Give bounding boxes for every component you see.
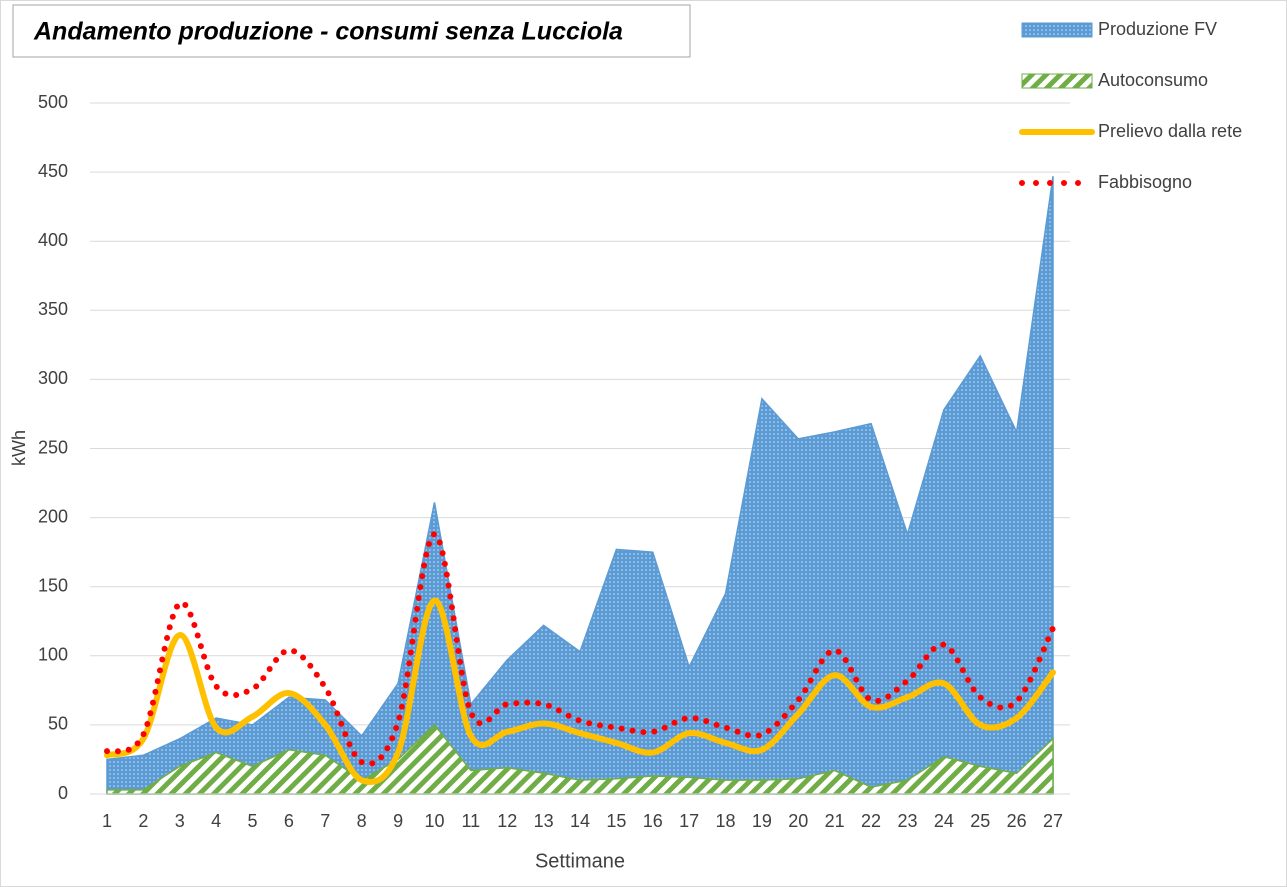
legend-label: Fabbisogno <box>1098 172 1192 192</box>
legend-swatch <box>1021 73 1093 89</box>
y-tick-label: 400 <box>38 230 68 250</box>
legend-label: Produzione FV <box>1098 19 1217 39</box>
x-tick-label: 19 <box>752 811 772 831</box>
x-tick-label: 8 <box>357 811 367 831</box>
x-tick-label: 14 <box>570 811 590 831</box>
x-tick-label: 18 <box>716 811 736 831</box>
line <box>104 531 1056 767</box>
x-tick-label: 7 <box>320 811 330 831</box>
x-tick-label: 24 <box>934 811 954 831</box>
x-tick-label: 12 <box>497 811 517 831</box>
x-tick-label: 22 <box>861 811 881 831</box>
title-box <box>12 4 691 58</box>
x-tick-label: 16 <box>643 811 663 831</box>
x-tick-label: 23 <box>897 811 917 831</box>
x-tick-label: 15 <box>606 811 626 831</box>
y-tick-label: 50 <box>48 714 68 734</box>
x-tick-label: 6 <box>284 811 294 831</box>
y-tick-label: 100 <box>38 645 68 665</box>
x-tick-label: 2 <box>138 811 148 831</box>
y-tick-label: 0 <box>58 783 68 803</box>
y-tick-label: 200 <box>38 506 68 526</box>
y-tick-label: 500 <box>38 92 68 112</box>
y-tick-label: 250 <box>38 437 68 457</box>
legend-label: Autoconsumo <box>1098 70 1208 90</box>
x-tick-label: 13 <box>534 811 554 831</box>
y-tick-label: 350 <box>38 299 68 319</box>
legend-label: Prelievo dalla rete <box>1098 121 1242 141</box>
x-tick-label: 11 <box>462 811 481 831</box>
x-tick-label: 3 <box>175 811 185 831</box>
x-tick-label: 1 <box>102 811 112 831</box>
chart-title: Andamento produzione - consumi senza Luc… <box>33 18 623 46</box>
x-axis-title: Settimane <box>535 850 625 872</box>
y-tick-label: 150 <box>38 575 68 595</box>
x-tick-label: 25 <box>970 811 990 831</box>
x-tick-label: 10 <box>424 811 444 831</box>
y-tick-label: 450 <box>38 161 68 181</box>
x-tick-label: 17 <box>679 811 699 831</box>
line <box>104 597 1056 785</box>
x-tick-label: 9 <box>393 811 403 831</box>
legend-swatch <box>1021 22 1093 38</box>
x-tick-label: 21 <box>825 811 845 831</box>
x-tick-label: 26 <box>1007 811 1027 831</box>
x-tick-label: 27 <box>1043 811 1063 831</box>
x-tick-label: 4 <box>211 811 221 831</box>
x-tick-label: 5 <box>248 811 258 831</box>
area <box>106 723 1054 795</box>
x-tick-label: 20 <box>788 811 808 831</box>
y-tick-label: 300 <box>38 368 68 388</box>
y-axis-title: kWh <box>9 430 29 466</box>
